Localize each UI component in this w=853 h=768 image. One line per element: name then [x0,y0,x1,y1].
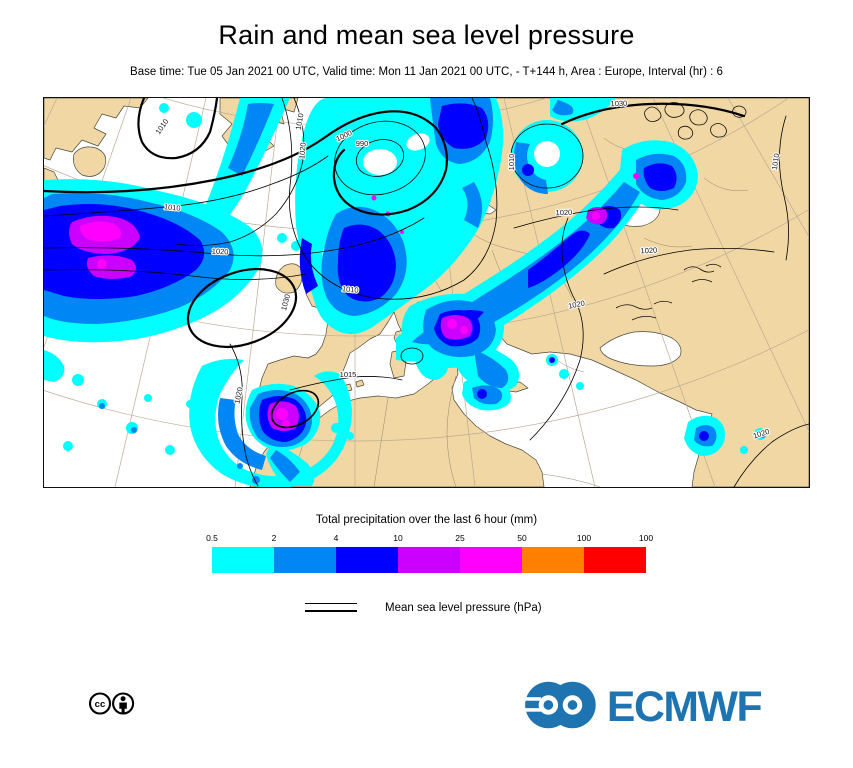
precipitation-layer [44,98,766,487]
cc-by-license-badge: cc [88,691,138,716]
colorbar-tick-label: 10 [393,533,403,543]
colorbar-tick-label: 50 [517,533,527,543]
precip-legend-title: Total precipitation over the last 6 hour… [315,514,538,526]
colorbar-cell [460,547,522,573]
colorbar-cell [274,547,336,573]
contour-label: 1010 [770,153,781,171]
contour-label: 1030 [610,99,627,109]
ecmwf-wordmark: ECMWF [607,683,762,731]
mslp-thick-line [305,610,357,612]
svg-text:cc: cc [95,699,106,710]
colorbar-cell [522,547,584,573]
ecmwf-symbol-icon [523,681,596,729]
colorbar-tick-label: 2 [271,533,277,543]
colorbar-cell [398,547,460,573]
precip-ticks: 0.5 2 4 10 25 50 100 100 [206,533,653,545]
mslp-legend: Mean sea level pressure (hPa) [0,596,853,626]
contour-label: 1010 [507,154,516,171]
chart-subtitle: Base time: Tue 05 Jan 2021 00 UTC, Valid… [130,66,723,78]
pressure-contours [44,98,809,487]
colorbar-tick-label: 4 [333,533,339,543]
colorbar-tick-label: 100 [638,533,654,543]
colorbar-tick-label: 100 [576,533,592,543]
contour-label: 990 [356,139,369,148]
contour-label: 1010 [341,284,359,295]
colorbar-tick-label: 0.5 [206,533,218,543]
precip-colorbar [212,547,646,573]
mslp-thin-line [305,603,357,604]
contour-label: 1010 [294,113,306,131]
attribution-icon [112,692,135,715]
contour-label: 1020 [297,142,307,159]
mslp-legend-label: Mean sea level pressure (hPa) [385,602,542,614]
colorbar-tick-label: 25 [455,533,465,543]
contour-label: 1020 [232,386,244,404]
weather-map: 1010 1010 1020 1030 1010 1020 990 1000 1010 1015 1… [43,97,810,488]
contour-label: 1015 [340,370,357,379]
ecmwf-logo: ECMWF [522,679,766,731]
colorbar-cell [336,547,398,573]
colorbar-cell [212,547,274,573]
contour-label: 1020 [640,246,657,256]
cc-icon: cc [88,692,112,715]
colorbar-cell [584,547,646,573]
contour-label: 1020 [212,247,229,257]
page-title: Rain and mean sea level pressure [218,20,635,50]
contour-label: 1010 [163,202,181,213]
contour-label: 1020 [555,208,572,218]
